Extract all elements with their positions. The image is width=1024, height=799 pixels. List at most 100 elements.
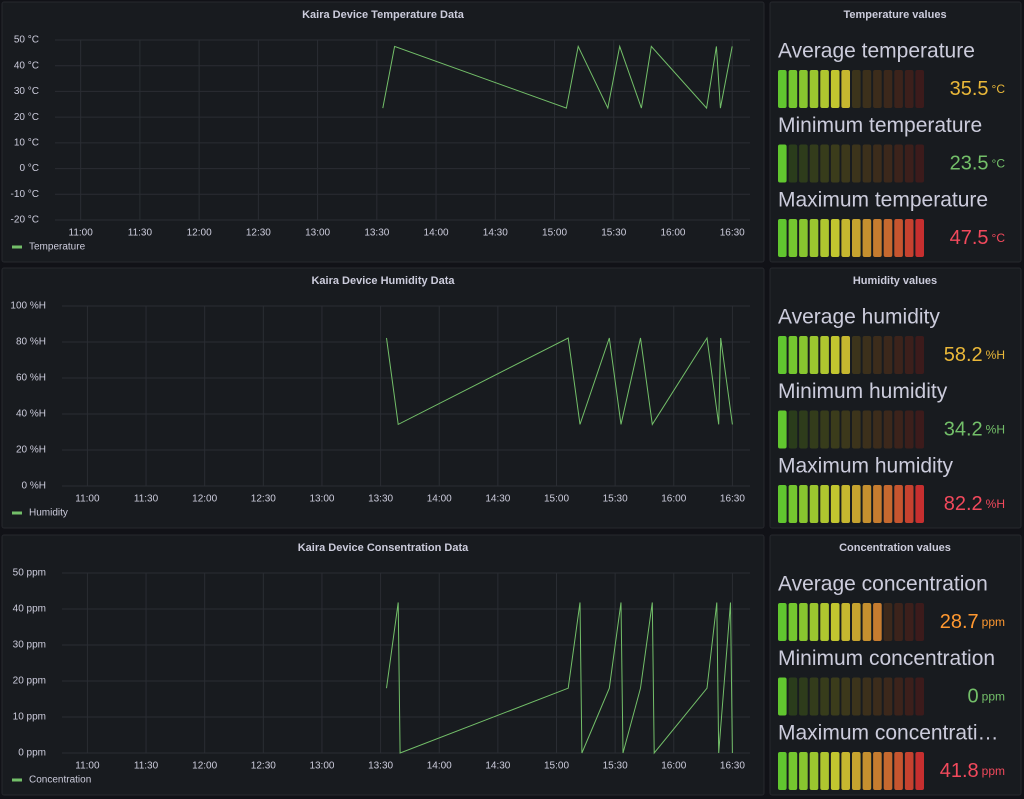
gauge-segment	[894, 485, 903, 523]
x-tick-label: 11:00	[69, 228, 94, 239]
x-tick-label: 16:30	[720, 494, 745, 505]
gauge-segment	[915, 410, 924, 449]
stat-unit: ppm	[982, 690, 1005, 704]
gauge-segment	[778, 603, 787, 641]
y-tick-label: 40 %H	[16, 409, 46, 420]
x-tick-label: 12:00	[192, 494, 217, 505]
y-tick-label: 40 ppm	[13, 604, 46, 615]
gauge-segment	[778, 219, 787, 257]
stat-number: 23.5	[950, 153, 989, 175]
gauge-segment	[894, 603, 903, 641]
gauge-segment	[778, 677, 787, 716]
stat-label: Minimum humidity	[778, 380, 948, 403]
x-tick-label: 15:30	[601, 228, 626, 239]
gauge-segment	[852, 144, 861, 183]
gauge-segment	[904, 410, 914, 449]
gauge-segment	[841, 677, 850, 716]
gauge-segment	[809, 410, 819, 449]
gauge-segment	[873, 410, 882, 449]
stat-value: 82.2 %H	[944, 493, 1005, 515]
stat-value: 34.2 %H	[944, 419, 1005, 441]
gauge-segment	[788, 603, 798, 641]
x-tick-label: 13:00	[309, 761, 334, 772]
x-tick-label: 14:30	[485, 761, 510, 772]
gauge-segment	[883, 485, 893, 523]
stat-unit: %H	[986, 497, 1005, 511]
gauge-segment	[904, 336, 914, 374]
stat-value: 23.5 °C	[950, 153, 1006, 175]
x-tick-label: 12:30	[246, 228, 271, 239]
gauge-segment	[894, 752, 903, 790]
y-tick-label: 30 °C	[14, 86, 39, 97]
gauge-segment	[778, 336, 787, 374]
gauge-segment	[830, 410, 840, 449]
gauge-segment	[820, 410, 829, 449]
x-tick-label: 16:00	[660, 228, 685, 239]
gauge-segment	[894, 144, 903, 183]
gauge-segment	[915, 752, 924, 790]
stat-label: Average humidity	[778, 306, 940, 329]
gauge-segment	[809, 219, 819, 257]
gauge-segment	[841, 144, 850, 183]
gauge-segment	[788, 677, 798, 716]
x-tick-label: 11:30	[134, 494, 159, 505]
gauge-segment	[778, 485, 787, 523]
bar-gauge	[778, 144, 924, 183]
gauge-segment	[873, 677, 882, 716]
gauge-segment	[799, 485, 808, 523]
y-tick-label: 20 °C	[14, 112, 39, 123]
stat-unit: °C	[992, 231, 1006, 245]
legend-label: Humidity	[29, 508, 68, 519]
stat-value: 47.5 °C	[950, 227, 1006, 249]
gauge-segment	[852, 410, 861, 449]
gauge-segment	[820, 677, 829, 716]
gauge-segment	[820, 603, 829, 641]
x-tick-label: 11:30	[128, 228, 153, 239]
gauge-segment	[904, 485, 914, 523]
gauge-segment	[809, 336, 819, 374]
panel	[1, 267, 765, 529]
gauge-segment	[830, 70, 840, 108]
gauge-segment	[841, 70, 850, 108]
gauge-segment	[841, 336, 850, 374]
panel-title: Kaira Device Consentration Data	[298, 542, 469, 554]
legend-label: Temperature	[29, 242, 86, 253]
gauge-segment	[862, 752, 872, 790]
gauge-segment	[788, 410, 798, 449]
stat-label: Maximum humidity	[778, 455, 954, 478]
gauge-segment	[809, 603, 819, 641]
bar-gauge	[778, 485, 924, 523]
x-tick-label: 15:30	[603, 761, 628, 772]
gauge-segment	[852, 336, 861, 374]
gauge-segment	[820, 219, 829, 257]
gauge-segment	[915, 677, 924, 716]
gauge-segment	[852, 485, 861, 523]
gauge-segment	[799, 219, 808, 257]
stat-unit: ppm	[982, 615, 1005, 629]
stat-value: 28.7 ppm	[940, 611, 1005, 633]
x-tick-label: 11:00	[75, 761, 100, 772]
y-tick-label: 100 %H	[10, 301, 46, 312]
gauge-segment	[862, 485, 872, 523]
gauge-segment	[852, 677, 861, 716]
gauge-segment	[830, 603, 840, 641]
gauge-segment	[904, 219, 914, 257]
bar-gauge	[778, 677, 924, 716]
gauge-segment	[862, 219, 872, 257]
stat-number: 28.7	[940, 611, 979, 633]
stat-value: 41.8 ppm	[940, 760, 1005, 782]
gauge-segment	[883, 144, 893, 183]
x-tick-label: 12:00	[187, 228, 212, 239]
stat-value: 58.2 %H	[944, 344, 1005, 366]
gauge-segment	[799, 144, 808, 183]
x-tick-label: 14:00	[427, 494, 452, 505]
y-tick-label: 50 °C	[14, 35, 39, 46]
series-line	[386, 336, 733, 426]
x-tick-label: 14:30	[485, 494, 510, 505]
x-tick-label: 11:00	[75, 494, 100, 505]
panel-title: Humidity values	[853, 275, 937, 287]
gauge-segment	[862, 603, 872, 641]
x-tick-label: 14:00	[424, 228, 449, 239]
stat-unit: °C	[992, 157, 1006, 171]
